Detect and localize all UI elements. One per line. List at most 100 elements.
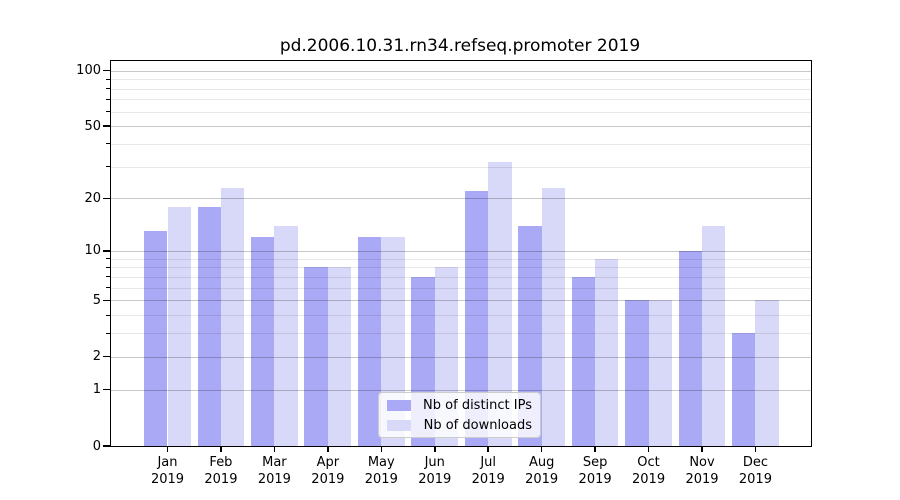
bar-downloads-aug: [541, 187, 566, 446]
gridline-minor-y-4: [111, 315, 811, 317]
x-tick-aug: [540, 446, 543, 452]
y-minor-tick-90: [106, 78, 110, 80]
gridline-minor-y-90: [111, 79, 811, 81]
gridline-minor-y-30: [111, 166, 811, 168]
x-tick-jun: [434, 446, 436, 452]
bar-distinct_ips-mar: [251, 237, 275, 446]
y-minor-tick-80: [106, 88, 110, 90]
legend-swatch-distinct-ips: [387, 399, 411, 411]
x-tick-label-oct: Oct 2019: [632, 455, 666, 487]
x-tick-feb: [220, 446, 222, 452]
gridline-minor-y-3: [111, 333, 811, 335]
x-tick-label-mar: Mar 2019: [257, 455, 291, 487]
gridline-y-20: [111, 198, 811, 200]
bar-distinct_ips-aug: [518, 225, 542, 446]
gridline-y-5: [111, 300, 811, 302]
x-tick-oct: [647, 446, 650, 452]
legend-item-downloads: Nb of downloads: [379, 417, 540, 434]
bar-downloads-sep: [595, 258, 619, 446]
bar-distinct_ips-jan: [144, 231, 168, 446]
gridline-minor-y-7: [111, 276, 811, 278]
bar-downloads-jul: [488, 161, 512, 446]
y-tick-1: [103, 388, 110, 391]
x-tick-label-nov: Nov 2019: [685, 455, 719, 487]
x-tick-nov: [701, 446, 703, 452]
y-minor-tick-9: [106, 258, 110, 260]
x-tick-label-jan: Jan 2019: [150, 455, 185, 487]
bar-distinct_ips-nov: [678, 250, 702, 446]
x-tick-label-dec: Dec 2019: [738, 455, 772, 487]
bar-distinct_ips-apr: [304, 267, 328, 446]
bar-downloads-oct: [648, 300, 672, 446]
y-tick-0: [103, 445, 110, 447]
bar-distinct_ips-oct: [625, 300, 649, 446]
y-tick-label-0: 0: [92, 438, 101, 454]
gridline-minor-y-70: [111, 99, 811, 101]
gridline-y-50: [111, 126, 811, 128]
bar-distinct_ips-may: [357, 237, 382, 446]
gridline-minor-y-9: [111, 258, 811, 260]
y-tick-50: [103, 125, 110, 127]
y-tick-label-50: 50: [84, 118, 101, 134]
y-minor-tick-8: [106, 266, 110, 268]
legend-label-distinct-ips: Nb of distinct IPs: [423, 397, 532, 413]
y-tick-label-2: 2: [92, 349, 101, 365]
bar-downloads-nov: [702, 225, 726, 446]
y-minor-tick-7: [106, 276, 110, 278]
y-tick-10: [103, 250, 110, 252]
gridline-minor-y-80: [111, 88, 811, 90]
y-tick-label-10: 10: [84, 243, 101, 259]
legend: Nb of distinct IPs Nb of downloads: [378, 392, 541, 438]
gridline-y-100: [111, 70, 811, 72]
chart-title: pd.2006.10.31.rn34.refseq.promoter 2019: [279, 36, 641, 56]
bar-distinct_ips-dec: [732, 333, 756, 446]
y-minor-tick-3: [106, 332, 110, 334]
bar-downloads-dec: [755, 300, 779, 446]
x-tick-sep: [594, 446, 596, 452]
legend-swatch-downloads: [387, 419, 411, 431]
x-tick-label-may: May 2019: [364, 455, 398, 487]
bar-distinct_ips-feb: [197, 206, 221, 446]
gridline-y-2: [111, 356, 811, 358]
gridline-minor-y-60: [111, 111, 811, 113]
y-minor-tick-6: [106, 287, 110, 289]
y-tick-label-100: 100: [76, 63, 101, 79]
x-tick-label-jul: Jul 2019: [471, 455, 505, 487]
gridline-minor-y-40: [111, 143, 811, 145]
bar-distinct_ips-jul: [464, 190, 489, 446]
x-tick-dec: [754, 446, 757, 452]
bar-downloads-jan: [167, 206, 191, 446]
legend-label-downloads: Nb of downloads: [423, 417, 532, 433]
x-tick-mar: [273, 446, 276, 452]
y-minor-tick-30: [106, 166, 110, 168]
x-tick-label-sep: Sep 2019: [578, 455, 612, 487]
x-tick-may: [380, 446, 383, 452]
bar-downloads-mar: [274, 225, 298, 446]
x-tick-label-jun: Jun 2019: [418, 455, 452, 487]
x-tick-label-feb: Feb 2019: [204, 455, 238, 487]
x-tick-jan: [166, 446, 169, 452]
x-tick-jul: [487, 446, 489, 452]
y-tick-label-1: 1: [92, 382, 101, 398]
gridline-minor-y-6: [111, 287, 811, 289]
gridline-y-1: [111, 389, 811, 391]
y-tick-20: [103, 197, 110, 200]
legend-item-distinct-ips: Nb of distinct IPs: [379, 397, 540, 414]
plot-area: Nb of distinct IPs Nb of downloads 100 50…: [76, 60, 812, 487]
x-tick-label-aug: Aug 2019: [525, 455, 559, 487]
y-tick-label-5: 5: [92, 292, 101, 308]
y-tick-2: [103, 355, 110, 358]
gridline-y-10: [111, 250, 811, 252]
bar-downloads-apr: [327, 267, 352, 446]
gridline-minor-y-8: [111, 267, 811, 269]
y-tick-label-20: 20: [84, 190, 101, 206]
y-tick-5: [103, 299, 110, 302]
x-tick-apr: [327, 446, 329, 452]
bar-downloads-feb: [220, 187, 245, 446]
y-minor-tick-4: [106, 314, 110, 316]
y-minor-tick-70: [106, 98, 110, 100]
y-tick-100: [103, 69, 110, 72]
x-tick-label-apr: Apr 2019: [311, 455, 345, 487]
bar-distinct_ips-sep: [571, 276, 596, 446]
